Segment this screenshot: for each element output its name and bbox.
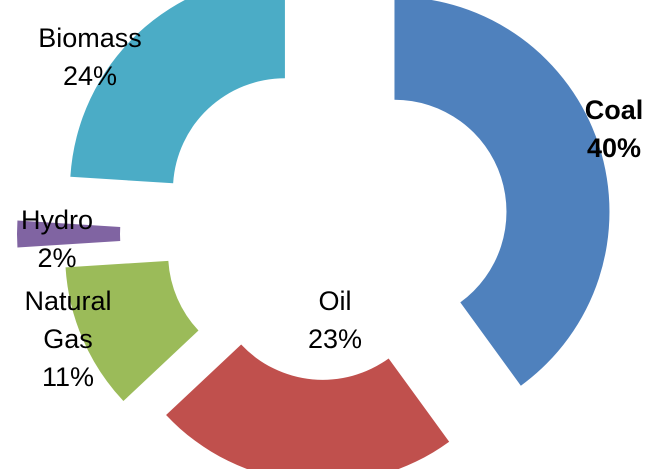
slice-label-line: Hydro [20,205,94,235]
slice-label-line: Biomass [38,23,142,53]
slice-label-line: Natural [24,286,112,316]
slice-label-coal: Coal 40% [574,91,654,167]
slice-label-line: 2% [37,243,77,273]
slice-label-line: 23% [307,324,363,354]
slice-label-hydro: Hydro 2% [2,201,112,277]
slice-oil [166,344,450,469]
slice-coal [394,0,610,386]
slice-label-natural-gas: Natural Gas 11% [8,282,128,396]
slice-label-line: 11% [41,362,95,392]
slice-label-line: 24% [62,61,118,91]
slice-label-line: Coal [584,95,644,125]
slice-label-biomass: Biomass 24% [20,19,160,95]
slice-label-line: Gas [43,324,93,354]
slice-biomass [70,0,285,184]
slice-label-oil: Oil 23% [290,282,380,358]
slice-hydro [16,220,121,248]
slice-label-line: Oil [318,286,352,316]
slice-label-line: 40% [586,133,642,163]
slice-natural-gas [65,260,199,402]
